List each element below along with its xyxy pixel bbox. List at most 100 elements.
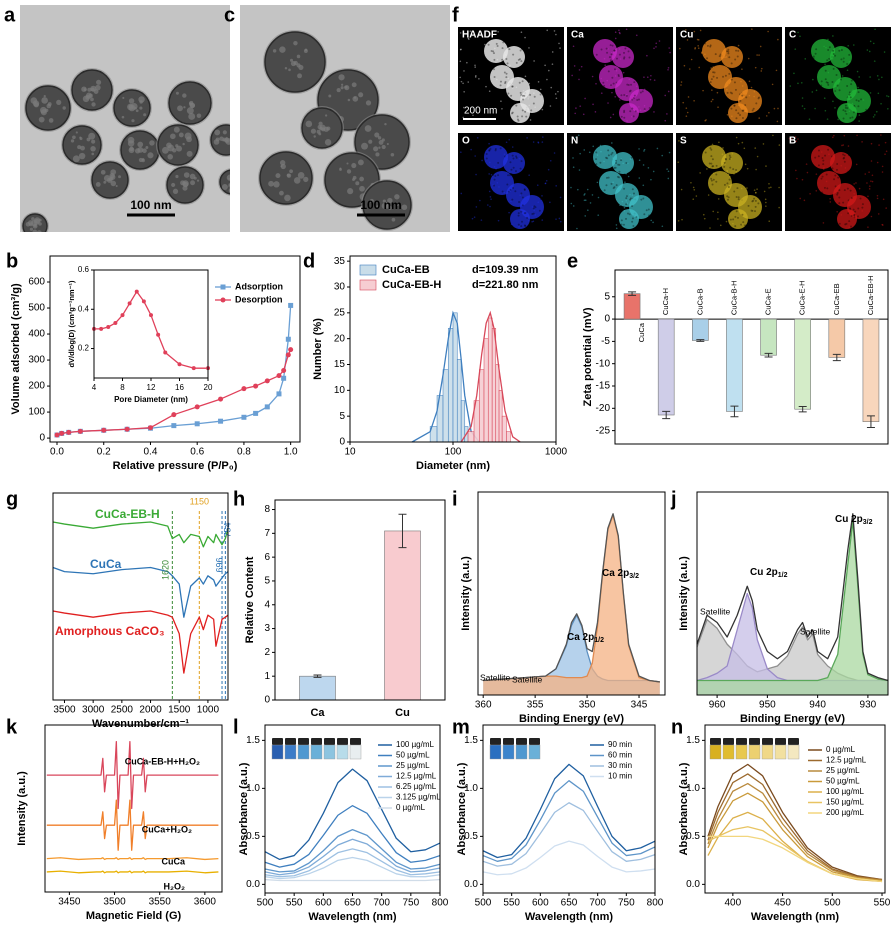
series-line	[707, 811, 883, 883]
y-tick-label: 4	[264, 599, 270, 610]
particle-texture	[121, 115, 125, 119]
series-label: CuCa+H₂O₂	[142, 824, 192, 834]
map-speck	[857, 207, 860, 210]
series-line	[483, 513, 660, 683]
y-tick-label: 1.5	[686, 735, 700, 746]
particle-texture	[351, 82, 357, 88]
map-noise	[614, 95, 617, 98]
particle-texture	[328, 94, 332, 98]
x-tick-label: 3000	[82, 705, 105, 716]
map-noise	[858, 76, 860, 78]
map-speck	[838, 202, 841, 205]
series-label: CuCa	[161, 856, 185, 866]
legend-label: 10 min	[608, 772, 632, 781]
map-noise	[683, 64, 686, 67]
vial	[323, 744, 336, 760]
map-noise	[594, 111, 597, 113]
map-speck	[507, 92, 510, 95]
map-speck	[618, 170, 621, 173]
map-noise	[544, 182, 547, 185]
map-noise	[744, 163, 747, 166]
bar-label: CuCa	[637, 322, 646, 342]
map-speck	[610, 53, 613, 56]
map-noise	[555, 97, 558, 100]
map-noise	[853, 183, 855, 185]
particle-texture	[344, 85, 350, 91]
x-tick-label: 450	[774, 898, 791, 909]
marker	[149, 313, 153, 318]
legend-marker	[220, 284, 226, 290]
x-axis-label: Binding Energy (eV)	[740, 713, 845, 725]
map-noise	[758, 117, 761, 119]
map-noise	[551, 51, 554, 53]
map-speck	[631, 188, 634, 191]
map-noise	[558, 217, 561, 220]
map-speck	[620, 223, 623, 226]
map-noise	[652, 221, 654, 224]
particle-texture	[38, 218, 42, 222]
map-noise	[814, 107, 816, 110]
y-tick-label: 35	[334, 256, 346, 267]
series-line	[52, 610, 229, 674]
map-speck	[533, 95, 536, 98]
map-noise	[866, 182, 868, 184]
map-speck	[844, 223, 847, 226]
map-noise	[587, 209, 589, 212]
marker	[281, 367, 287, 373]
map-speck	[714, 53, 717, 56]
map-noise	[824, 63, 826, 66]
particle-texture	[375, 152, 380, 157]
map-noise	[615, 227, 618, 230]
particle-texture	[80, 145, 85, 151]
legend-label: 90 min	[608, 740, 632, 749]
map-speck	[847, 154, 850, 157]
bar	[299, 675, 336, 701]
particle-texture	[72, 155, 80, 163]
map-noise	[488, 173, 490, 175]
map-noise	[667, 68, 669, 71]
map-speck	[521, 220, 524, 223]
map-noise	[764, 198, 767, 201]
y-tick-label: 0.5	[686, 831, 700, 842]
map-noise	[625, 28, 628, 31]
particle-texture	[232, 172, 238, 178]
map-noise	[661, 154, 664, 157]
legend-label: 150 µg/mL	[826, 798, 865, 807]
series-line	[482, 802, 656, 867]
map-noise	[795, 169, 797, 172]
map-noise	[584, 199, 587, 202]
map-speck	[751, 109, 754, 112]
map-speck	[599, 161, 602, 164]
map-noise	[686, 39, 689, 41]
map-noise	[646, 54, 648, 57]
map-noise	[583, 149, 586, 151]
map-noise	[570, 186, 572, 189]
map-speck	[712, 178, 715, 181]
annotation: Satellite	[480, 672, 511, 682]
map-speck	[648, 107, 651, 110]
map-speck	[843, 156, 846, 159]
particle-texture	[323, 126, 329, 132]
map-speck	[523, 224, 526, 227]
map-speck	[505, 57, 508, 60]
map-speck	[613, 49, 616, 52]
map-noise	[537, 142, 540, 144]
vial-cap	[736, 738, 747, 745]
map-speck	[632, 225, 635, 228]
x-tick-label: 10	[344, 447, 356, 458]
map-noise	[572, 45, 575, 48]
map-noise	[875, 110, 878, 113]
map-noise	[649, 78, 652, 81]
particle-texture	[88, 132, 96, 140]
particle-texture	[177, 105, 183, 112]
map-speck	[530, 109, 533, 112]
legend-label: CuCa-EB	[382, 264, 430, 276]
map-noise	[797, 31, 799, 34]
map-noise	[765, 205, 767, 207]
scale-bar-label: 200 nm	[464, 106, 497, 117]
series-label: CuCa	[90, 557, 122, 571]
map-noise	[885, 207, 887, 209]
particle-texture	[386, 142, 389, 146]
x-tick-label: 2500	[111, 705, 134, 716]
